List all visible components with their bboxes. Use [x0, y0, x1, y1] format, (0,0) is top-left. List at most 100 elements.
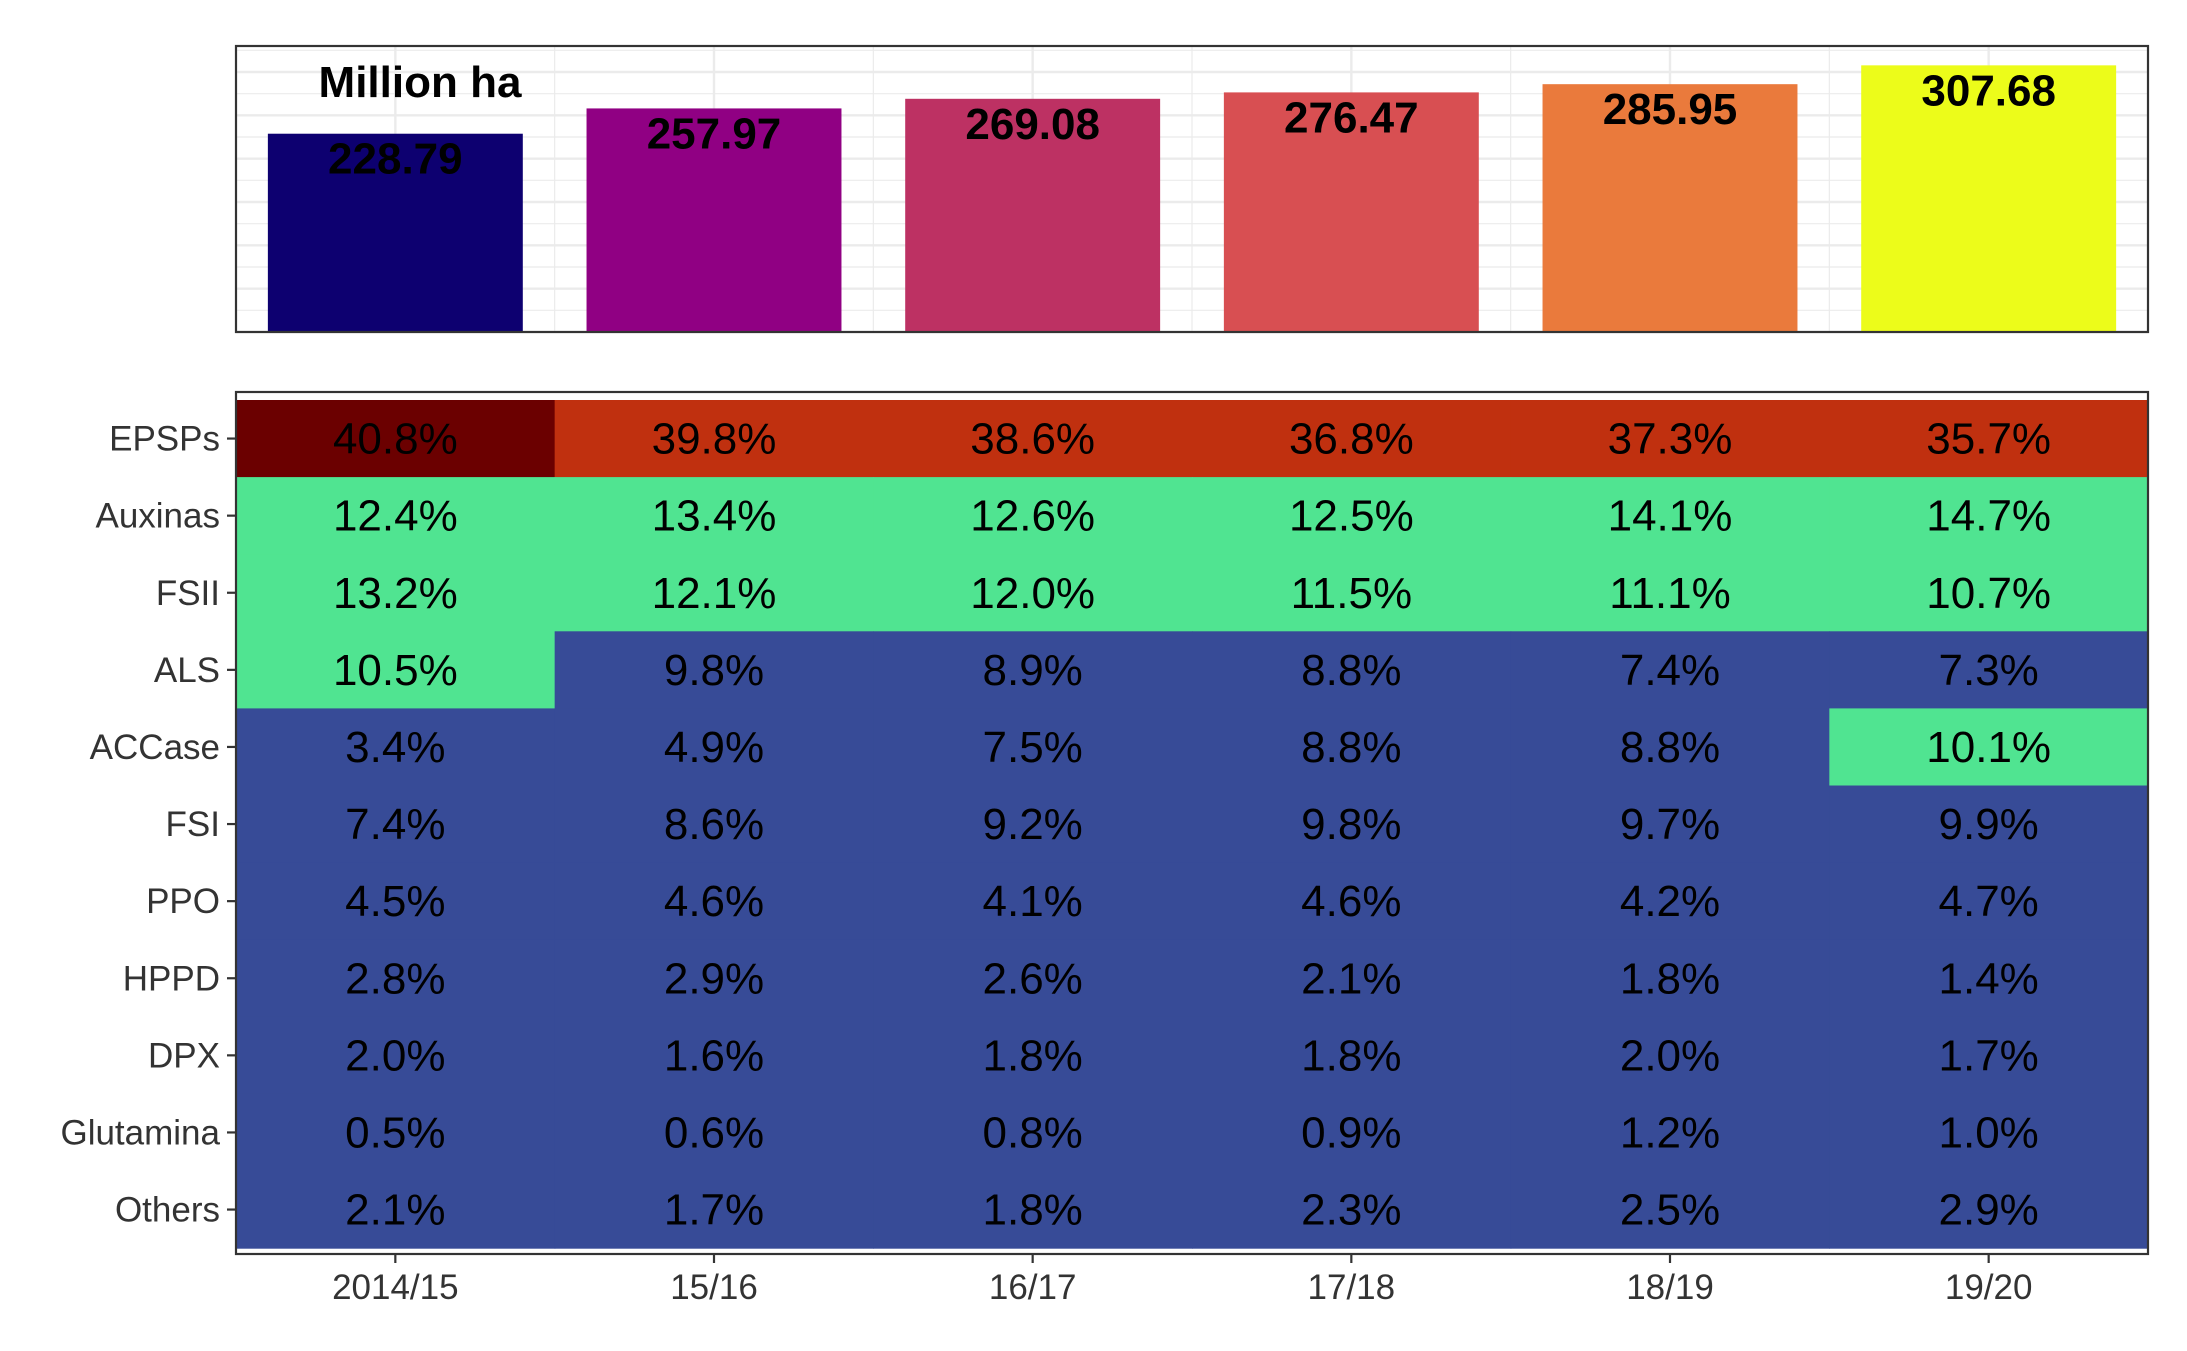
heatmap-cell [873, 708, 1193, 787]
heatmap-cell-label: 4.6% [664, 877, 764, 926]
heatmap-cell-label: 14.7% [1926, 492, 2051, 541]
heatmap-cell-label: 1.8% [1620, 954, 1720, 1003]
heatmap-cell [873, 400, 1193, 478]
heatmap-cell [1829, 708, 2149, 787]
bar [1861, 65, 2117, 333]
heatmap-cell [873, 1171, 1193, 1249]
bar [1223, 92, 1479, 332]
heatmap-cell-label: 8.6% [664, 800, 764, 849]
heatmap-cell-label: 2.1% [345, 1186, 445, 1235]
bar [586, 108, 842, 333]
heatmap-cell-label: 8.8% [1301, 723, 1401, 772]
heatmap-cell-label: 2.1% [1301, 954, 1401, 1003]
heatmap-cells [236, 400, 2149, 1249]
heatmap-cell-label: 11.1% [1609, 569, 1731, 618]
heatmap-cell [554, 1016, 874, 1095]
heatmap-cell-label: 7.4% [345, 800, 445, 849]
heatmap-cell-label: 2.9% [664, 954, 764, 1003]
heatmap-cell-label: 3.4% [345, 723, 445, 772]
heatmap-cell [236, 708, 556, 787]
heatmap-cell [1829, 1016, 2149, 1095]
heatmap-cell-label: 1.7% [664, 1186, 764, 1235]
bar-value-label: 269.08 [965, 100, 1100, 149]
heatmap-cell-label: 12.5% [1289, 492, 1414, 541]
heatmap-cell [1829, 1171, 2149, 1249]
heatmap-cell [1510, 1171, 1830, 1249]
heatmap-cell-label: 0.6% [664, 1108, 764, 1157]
heatmap-cell-labels: 40.8% 39.8% 38.6% 36.8% 37.3% 35.7% 12.4% 13.4%… [333, 415, 2051, 1235]
heatmap-cell [554, 862, 874, 941]
bar-chart-bars [267, 65, 2117, 333]
heatmap-cell [554, 400, 874, 478]
heatmap-cell [236, 1093, 556, 1172]
heatmap-cell-label: 2.8% [345, 954, 445, 1003]
heatmap-cell [1192, 939, 1512, 1018]
heatmap-cell [873, 1093, 1193, 1172]
heatmap-cell-label: 9.7% [1620, 800, 1720, 849]
heatmap-cell [1829, 477, 2149, 555]
heatmap-cell-label: 1.8% [1301, 1031, 1401, 1080]
heatmap-cell [236, 1016, 556, 1095]
heatmap-cell [1510, 631, 1830, 709]
heatmap-cell-label: 1.4% [1939, 954, 2039, 1003]
heatmap-cell-label: 2.0% [345, 1031, 445, 1080]
heatmap-cell [554, 477, 874, 555]
heatmap-cell-label: 4.9% [664, 723, 764, 772]
heatmap-cell-label: 1.0% [1939, 1108, 2039, 1157]
heatmap-cell-label: 12.6% [970, 492, 1095, 541]
heatmap-cell-label: 1.6% [664, 1031, 764, 1080]
bar-value-label: 276.47 [1284, 93, 1419, 142]
heatmap-cell-label: 0.5% [345, 1108, 445, 1157]
heatmap-cell [554, 631, 874, 709]
heatmap-cell [1192, 708, 1512, 787]
y-axis-tick-label: EPSPs [109, 420, 220, 459]
heatmap-cell-label: 1.7% [1939, 1031, 2039, 1080]
heatmap-cell-label: 7.5% [983, 723, 1083, 772]
heatmap-cell-label: 36.8% [1289, 415, 1414, 464]
heatmap-cell [1510, 1093, 1830, 1172]
heatmap-cell [236, 1171, 556, 1249]
y-axis-tick-label: PPO [146, 882, 220, 921]
heatmap: 40.8% 39.8% 38.6% 36.8% 37.3% 35.7% 12.4% 13.4%… [60, 390, 2150, 1307]
heatmap-cell-label: 9.2% [983, 800, 1083, 849]
heatmap-cell [1192, 1171, 1512, 1249]
bar-chart-annotation: Million ha [319, 58, 522, 107]
heatmap-cell [1192, 631, 1512, 709]
heatmap-cell-label: 10.1% [1926, 723, 2051, 772]
heatmap-cell-label: 14.1% [1608, 492, 1733, 541]
heatmap-cell-label: 8.8% [1620, 723, 1720, 772]
heatmap-cell [1510, 785, 1830, 864]
heatmap-cell-label: 12.0% [970, 569, 1095, 618]
x-axis-tick-label: 2014/15 [332, 1268, 459, 1307]
heatmap-cell-label: 13.4% [652, 492, 777, 541]
y-axis-tick-label: Auxinas [95, 497, 220, 536]
heatmap-cell-label: 1.8% [983, 1186, 1083, 1235]
heatmap-cell [873, 1016, 1193, 1095]
y-axis-tick-label: ALS [154, 651, 220, 690]
heatmap-cell-label: 40.8% [333, 415, 458, 464]
heatmap-cell-label: 2.6% [983, 954, 1083, 1003]
x-axis-tick-label: 17/18 [1308, 1268, 1396, 1307]
heatmap-cell-label: 0.8% [983, 1108, 1083, 1157]
heatmap-cell [1510, 939, 1830, 1018]
heatmap-cell-label: 0.9% [1301, 1108, 1401, 1157]
heatmap-cell-label: 8.8% [1301, 646, 1401, 695]
x-axis-tick-label: 18/19 [1626, 1268, 1714, 1307]
heatmap-cell [1829, 785, 2149, 864]
heatmap-cell-label: 10.7% [1926, 569, 2051, 618]
heatmap-cell [554, 708, 874, 787]
heatmap-cell [1192, 400, 1512, 478]
bar-chart-value-labels: 228.79 257.97 269.08 276.47 285.95 307.68 [328, 66, 2056, 183]
heatmap-cell [236, 862, 556, 941]
y-axis-tick-label: Glutamina [60, 1113, 220, 1152]
heatmap-y-axis: EPSPs Auxinas FSII ALS ACCase FSI PPO HPPD DPX Gl… [60, 420, 236, 1230]
heatmap-cell [1829, 862, 2149, 941]
heatmap-cell [236, 939, 556, 1018]
heatmap-cell-label: 35.7% [1926, 415, 2051, 464]
x-axis-tick-label: 19/20 [1945, 1268, 2033, 1307]
y-axis-tick-label: FSII [156, 574, 220, 613]
bar-value-label: 257.97 [647, 109, 782, 158]
heatmap-cell-label: 9.8% [664, 646, 764, 695]
heatmap-cell-label: 2.5% [1620, 1186, 1720, 1235]
